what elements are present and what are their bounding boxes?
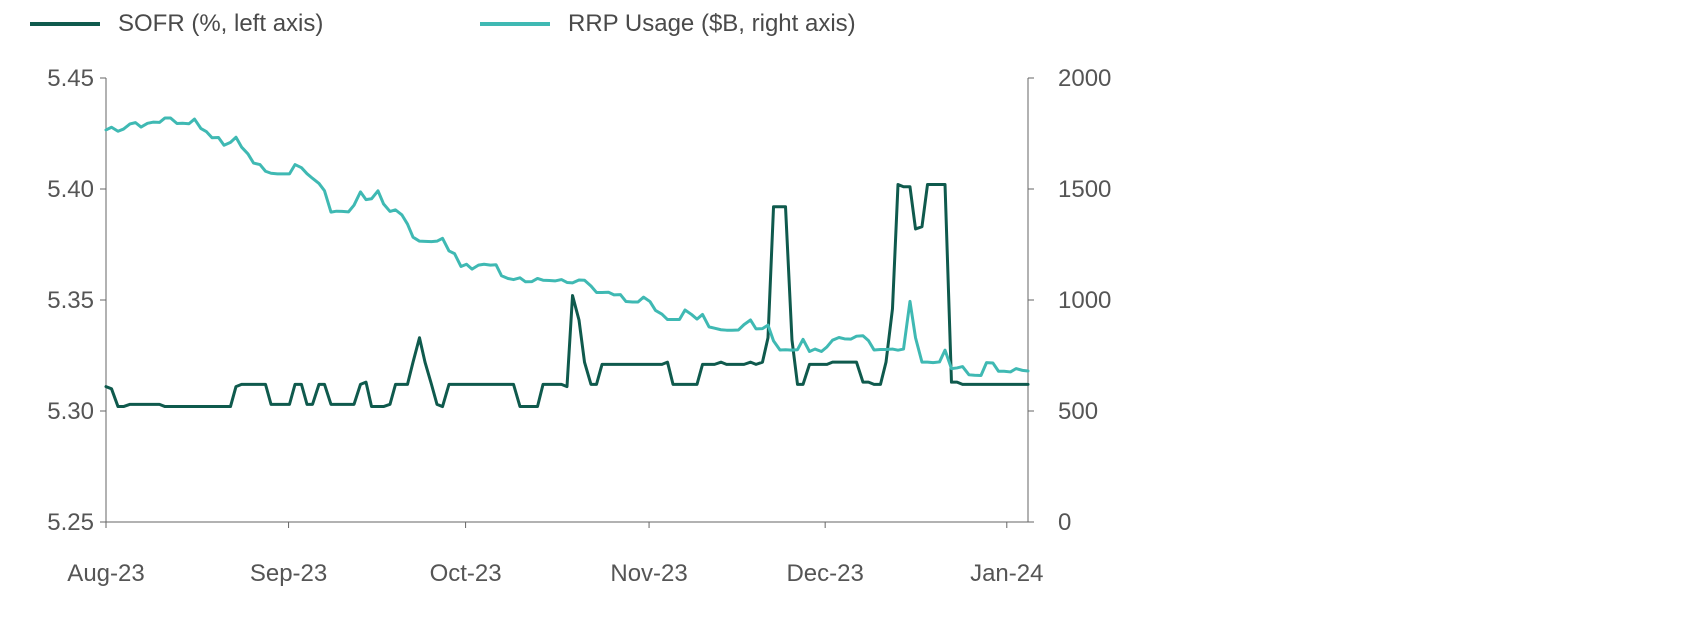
legend-label: SOFR (%, left axis) xyxy=(118,10,323,38)
x-tick-label: Nov-23 xyxy=(610,560,687,588)
x-tick-label: Aug-23 xyxy=(67,560,144,588)
y-right-tick-label: 500 xyxy=(1058,398,1098,426)
y-right-tick-label: 2000 xyxy=(1058,65,1111,93)
y-left-tick-label: 5.25 xyxy=(47,509,94,537)
legend-item: RRP Usage ($B, right axis) xyxy=(480,10,856,38)
y-right-tick-label: 1500 xyxy=(1058,176,1111,204)
x-tick-label: Oct-23 xyxy=(430,560,502,588)
y-left-tick-label: 5.35 xyxy=(47,287,94,315)
chart-svg xyxy=(0,0,1700,643)
series-line-sofr xyxy=(106,185,1028,407)
legend-swatch xyxy=(480,22,550,26)
y-left-tick-label: 5.45 xyxy=(47,65,94,93)
legend-item: SOFR (%, left axis) xyxy=(30,10,323,38)
y-right-tick-label: 1000 xyxy=(1058,287,1111,315)
y-left-tick-label: 5.30 xyxy=(47,398,94,426)
legend-label: RRP Usage ($B, right axis) xyxy=(568,10,856,38)
x-tick-label: Dec-23 xyxy=(786,560,863,588)
y-left-tick-label: 5.40 xyxy=(47,176,94,204)
x-tick-label: Sep-23 xyxy=(250,560,327,588)
x-tick-label: Jan-24 xyxy=(970,560,1043,588)
chart-container: SOFR (%, left axis) RRP Usage ($B, right … xyxy=(0,0,1700,643)
y-right-tick-label: 0 xyxy=(1058,509,1071,537)
legend-swatch xyxy=(30,22,100,26)
